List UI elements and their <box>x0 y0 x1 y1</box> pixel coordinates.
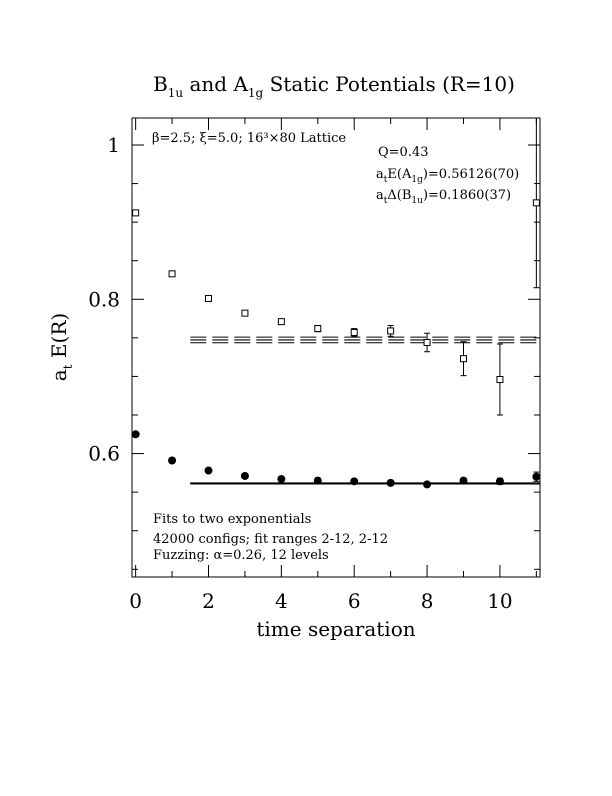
plot-frame <box>131 117 541 578</box>
x-tick-label: 6 <box>348 589 361 613</box>
x-tick-label: 4 <box>275 589 288 613</box>
x-tick-label: 0 <box>129 589 142 613</box>
b1u-data-point <box>205 295 212 303</box>
b1u-data-point <box>314 325 322 333</box>
lattice-info: β=2.5; ξ=5.0; 16³×80 Lattice <box>152 131 346 146</box>
y-tick-label: 0.6 <box>88 442 120 466</box>
fit-a1g-energy: atE(A1g)=0.56126(70) <box>376 167 519 185</box>
y-tick-labels: 0.6 0.8 1 <box>88 133 120 466</box>
a1g-data-point <box>386 478 395 487</box>
y-tick-label: 1 <box>107 133 120 157</box>
a1g-data-point <box>313 476 322 485</box>
b1u-data-point <box>277 318 285 326</box>
a1g-data-point <box>240 471 249 480</box>
x-tick-labels: 0 2 4 6 8 10 <box>129 589 512 613</box>
note-fit-method: Fits to two exponentials <box>153 512 311 527</box>
b1u-data-point <box>168 270 176 278</box>
b1u-data-point <box>496 376 504 384</box>
a1g-data-point <box>423 480 432 489</box>
a1g-data-point <box>277 475 286 484</box>
b1u-data-point <box>532 199 540 207</box>
chart-title: B1u and A1g Static Potentials (R=10) <box>153 72 515 100</box>
b1u-data-point <box>423 338 431 346</box>
fit-b1u-gap: atΔ(B1u)=0.1860(37) <box>376 188 511 206</box>
a1g-data-point <box>459 476 468 485</box>
a1g-data-point <box>131 430 140 439</box>
a1g-data-point <box>350 477 359 486</box>
b1u-data-point <box>387 327 395 335</box>
y-axis-label: at E(R) <box>47 313 75 381</box>
note-fuzzing: Fuzzing: α=0.26, 12 levels <box>153 548 329 563</box>
b1u-data-point <box>460 355 467 363</box>
x-tick-label: 10 <box>487 589 512 613</box>
a1g-data-point <box>532 472 541 481</box>
a1g-data-point <box>495 477 504 486</box>
x-tick-label: 8 <box>421 589 434 613</box>
b1u-data-point <box>241 309 249 317</box>
x-tick-label: 2 <box>202 589 215 613</box>
fit-q-value: Q=0.43 <box>378 145 429 160</box>
fit-lines <box>190 336 540 485</box>
y-tick-label: 0.8 <box>88 287 120 311</box>
axis-ticks <box>132 118 540 577</box>
note-configs: 42000 configs; fit ranges 2-12, 2-12 <box>153 532 388 547</box>
a1g-data-point <box>204 466 213 475</box>
a1g-data-point <box>168 456 177 465</box>
b1u-data-point <box>350 328 358 336</box>
b1u-data-point <box>132 209 140 217</box>
x-axis-label: time separation <box>256 617 415 641</box>
data-points <box>131 117 541 489</box>
